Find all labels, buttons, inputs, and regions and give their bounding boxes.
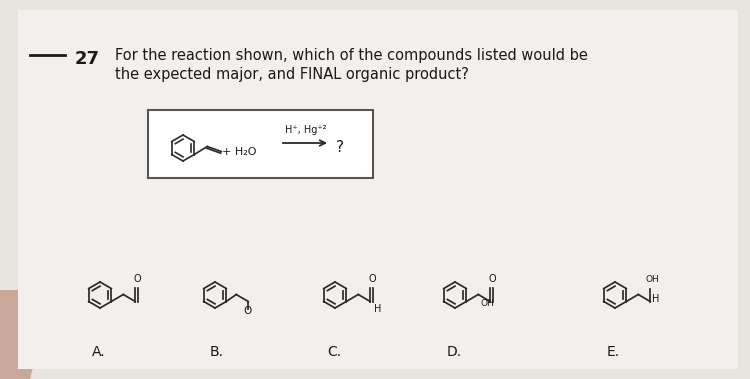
Text: the expected major, and FINAL organic product?: the expected major, and FINAL organic pr… <box>115 67 469 82</box>
Text: A.: A. <box>92 345 106 359</box>
Text: O: O <box>134 274 141 285</box>
Text: OH: OH <box>645 274 659 283</box>
Text: H⁺, Hg⁺²: H⁺, Hg⁺² <box>285 125 326 135</box>
Text: ?: ? <box>336 141 344 155</box>
Text: O: O <box>368 274 376 285</box>
Text: E.: E. <box>607 345 620 359</box>
Text: H: H <box>652 293 660 304</box>
Text: C.: C. <box>327 345 341 359</box>
Text: B.: B. <box>210 345 224 359</box>
Bar <box>148 110 373 178</box>
Text: 27: 27 <box>75 50 100 68</box>
Text: OH: OH <box>480 299 494 309</box>
Text: O: O <box>488 274 496 285</box>
Polygon shape <box>0 290 35 379</box>
Text: H: H <box>374 304 382 315</box>
Text: D.: D. <box>447 345 462 359</box>
Text: + H₂O: + H₂O <box>222 147 256 157</box>
Text: For the reaction shown, which of the compounds listed would be: For the reaction shown, which of the com… <box>115 48 588 63</box>
Text: O: O <box>243 305 251 315</box>
